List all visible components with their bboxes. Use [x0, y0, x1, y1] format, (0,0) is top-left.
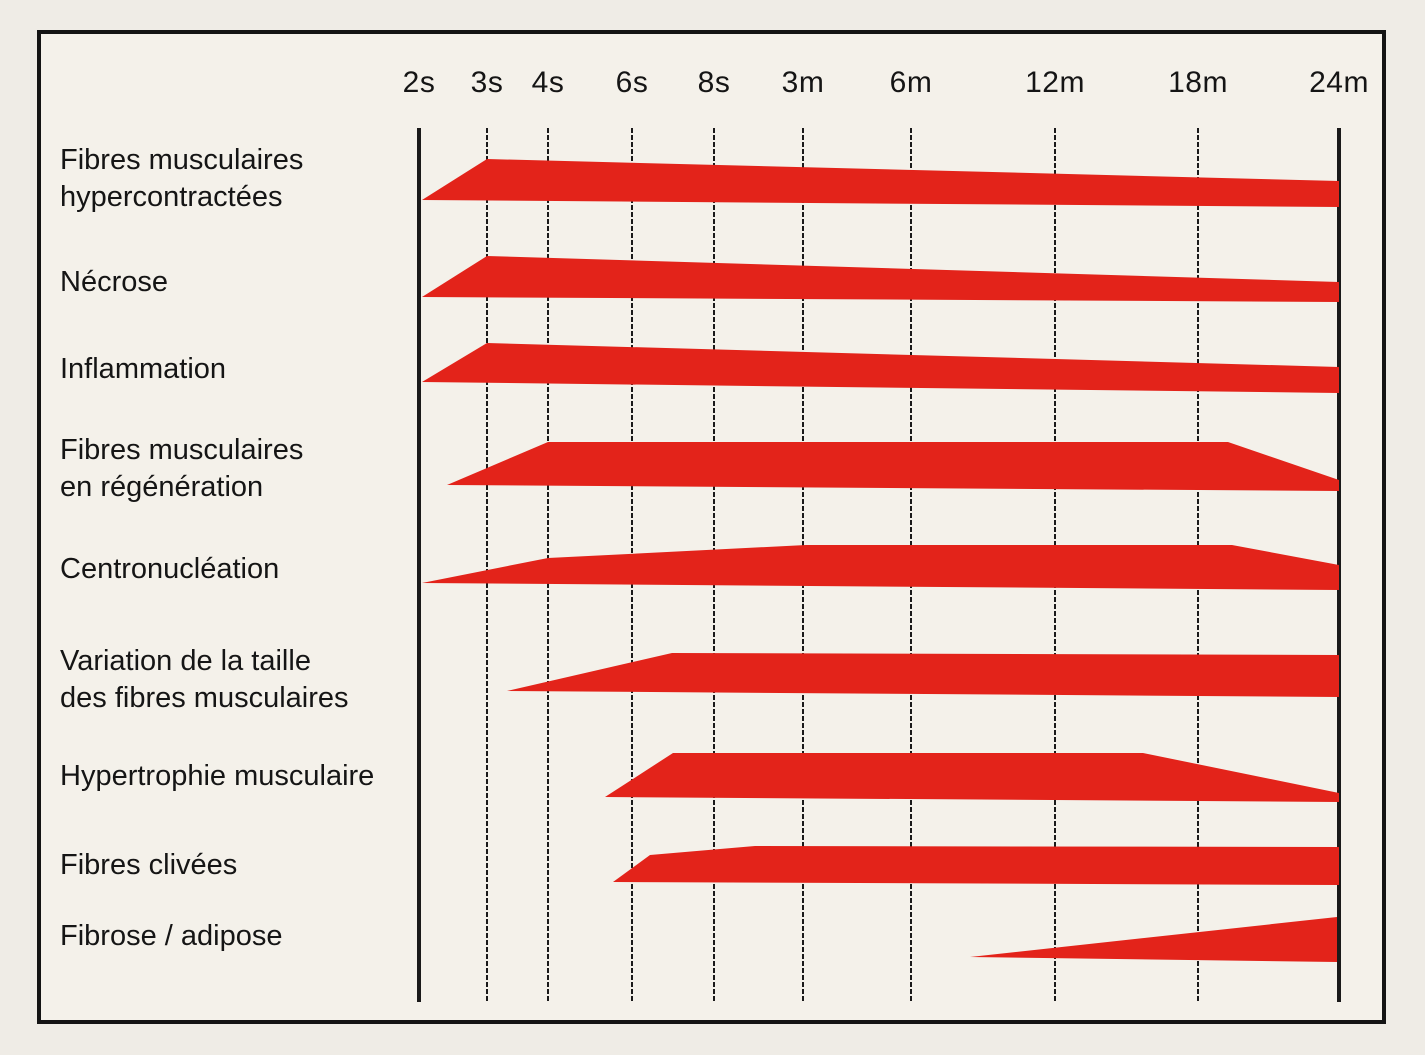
band-row-7: [605, 753, 1339, 802]
tick-label-8s: 8s: [697, 66, 731, 99]
tick-label-2s: 2s: [402, 66, 436, 99]
band-row-1: [422, 159, 1339, 207]
row-label-line: Fibres musculaires: [60, 144, 304, 176]
row-label-line: hypercontractées: [60, 181, 283, 213]
tick-label-3m: 3m: [781, 66, 825, 99]
band-row-8: [613, 846, 1339, 885]
row-label-5: Centronucléation: [60, 551, 279, 588]
row-label-line: Fibres musculaires: [60, 434, 304, 466]
row-label-6: Variation de la taille des fibres muscula…: [60, 643, 349, 717]
row-label-4: Fibres musculaires en régénération: [60, 432, 303, 506]
tick-label-18m: 18m: [1168, 66, 1228, 99]
band-row-2: [422, 256, 1339, 302]
row-label-line: Hypertrophie musculaire: [60, 760, 375, 792]
tick-label-6s: 6s: [615, 66, 649, 99]
intensity-bands: [422, 159, 1339, 962]
row-label-line: Inflammation: [60, 353, 227, 385]
row-label-line: Nécrose: [60, 266, 168, 298]
row-label-9: Fibrose / adipose: [60, 918, 282, 955]
row-label-line: Fibrose / adipose: [60, 920, 283, 952]
band-row-6: [507, 653, 1339, 697]
tick-label-12m: 12m: [1025, 66, 1085, 99]
tick-label-6m: 6m: [889, 66, 933, 99]
row-label-2: Nécrose: [60, 264, 168, 301]
tick-label-4s: 4s: [531, 66, 565, 99]
row-label-8: Fibres clivées: [60, 847, 237, 884]
band-row-3: [422, 343, 1339, 393]
row-label-7: Hypertrophie musculaire: [60, 758, 374, 795]
row-label-line: des fibres musculaires: [60, 682, 349, 714]
tick-label-24m: 24m: [1309, 66, 1369, 99]
band-row-9: [970, 917, 1337, 962]
row-label-line: Variation de la taille: [60, 645, 311, 677]
row-label-3: Inflammation: [60, 351, 226, 388]
band-row-4: [447, 442, 1339, 491]
row-label-1: Fibres musculaires hypercontractées: [60, 142, 303, 216]
tick-label-3s: 3s: [470, 66, 504, 99]
row-label-line: Fibres clivées: [60, 849, 238, 881]
band-row-5: [422, 545, 1339, 590]
row-label-line: en régénération: [60, 471, 264, 503]
row-label-line: Centronucléation: [60, 553, 280, 585]
